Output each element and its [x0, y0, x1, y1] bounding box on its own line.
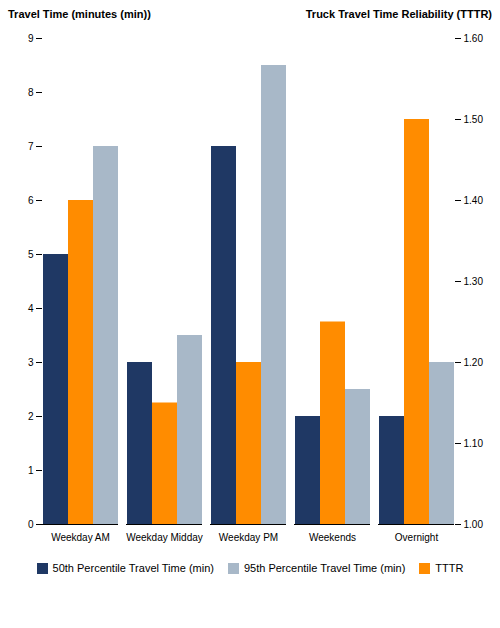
- svg-text:1: 1: [28, 465, 34, 476]
- svg-text:0: 0: [28, 519, 34, 530]
- svg-text:2: 2: [28, 411, 34, 422]
- svg-text:7: 7: [28, 141, 34, 152]
- svg-text:1.20: 1.20: [464, 357, 484, 368]
- svg-text:1.00: 1.00: [464, 519, 484, 530]
- svg-text:9: 9: [28, 33, 34, 44]
- svg-text:Weekday Midday: Weekday Midday: [126, 532, 203, 543]
- svg-text:5: 5: [28, 249, 34, 260]
- html-text:Travel Time (minutes (min)): Travel Time (minutes (min)): [8, 8, 151, 20]
- svg-text:1.60: 1.60: [464, 33, 484, 44]
- svg-text:6: 6: [28, 195, 34, 206]
- svg-text:1.40: 1.40: [464, 195, 484, 206]
- html-text:50th Percentile Travel Time (m: 50th Percentile Travel Time (min): [52, 562, 214, 574]
- svg-text:1.10: 1.10: [464, 438, 484, 449]
- html-text:95th Percentile Travel Time (m: 95th Percentile Travel Time (min): [243, 562, 406, 574]
- html-text:TTTR: TTTR: [435, 562, 464, 574]
- svg-text:Overnight: Overnight: [395, 532, 439, 543]
- svg-text:1.30: 1.30: [464, 276, 484, 287]
- svg-text:Weekends: Weekends: [309, 532, 356, 543]
- svg-text:3: 3: [28, 357, 34, 368]
- svg-text:Weekday PM: Weekday PM: [219, 532, 278, 543]
- svg-text:4: 4: [28, 303, 34, 314]
- svg-text:Weekday AM: Weekday AM: [51, 532, 110, 543]
- svg-text:8: 8: [28, 87, 34, 98]
- svg-text:1.50: 1.50: [464, 114, 484, 125]
- html-text:Truck Travel Time Reliability: Truck Travel Time Reliability (TTTR): [305, 8, 492, 20]
